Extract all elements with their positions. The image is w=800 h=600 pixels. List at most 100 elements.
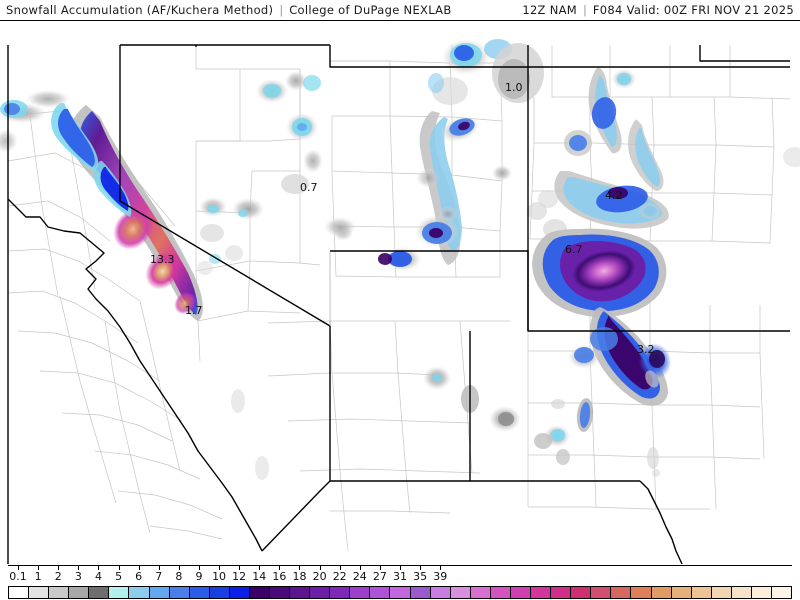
colorbar-swatch-9[interactable] <box>189 587 210 598</box>
colorbar-tick-0 <box>18 565 20 570</box>
colorbar-swatch-22[interactable] <box>450 587 471 598</box>
colorbar-tick-19 <box>400 565 401 570</box>
colorbar-label-16: 22 <box>332 570 347 583</box>
colorbar-swatch-19[interactable] <box>390 587 411 598</box>
colorbar-swatch-5[interactable] <box>109 587 130 598</box>
colorbar-tick-3 <box>78 565 80 570</box>
colorbar-swatch-11[interactable] <box>229 587 250 598</box>
colorbar-tick-16 <box>339 565 341 570</box>
colorbar-label-2: 2 <box>54 570 62 583</box>
map-header: Snowfall Accumulation (AF/Kuchera Method… <box>0 0 800 20</box>
colorbar-tick-9 <box>198 565 200 570</box>
snowfall-shading <box>0 39 800 480</box>
colorbar-swatch-1[interactable] <box>29 587 50 598</box>
colorbar-swatch-4[interactable] <box>89 587 110 598</box>
colorbar-swatch-28[interactable] <box>571 587 592 598</box>
colorbar-swatch-0[interactable] <box>9 587 30 598</box>
map-background <box>0 21 800 566</box>
colorbar-tick-17 <box>359 565 361 570</box>
colorbar-tick-12 <box>259 565 261 570</box>
header-right-group: 12Z NAM | F084 Valid: 00Z FRI NOV 21 202… <box>522 3 794 17</box>
colorbar-label-18: 27 <box>372 570 387 583</box>
colorbar-swatch-8[interactable] <box>169 587 190 598</box>
colorbar-swatch-35[interactable] <box>711 587 732 598</box>
colorbar-swatch-20[interactable] <box>410 587 431 598</box>
colorbar-label-4: 4 <box>94 570 102 583</box>
colorbar-label-21: 39 <box>433 570 448 583</box>
provider-label: College of DuPage NEXLAB <box>289 3 452 17</box>
colorbar-swatch-17[interactable] <box>350 587 371 598</box>
colorbar-label-19: 31 <box>393 570 407 583</box>
colorbar-tick-11 <box>239 565 241 570</box>
colorbar-swatch-16[interactable] <box>330 587 351 598</box>
colorbar[interactable]: 0.1 1 2 3 4 5 6 7 8 9 10 12 14 16 18 20 22 24 27 31 35 39 <box>0 565 800 600</box>
colorbar-label-5: 5 <box>115 570 123 583</box>
colorbar-swatch-14[interactable] <box>290 587 311 598</box>
colorbar-tick-21 <box>440 565 442 570</box>
colorbar-tick-1 <box>38 565 40 570</box>
colorbar-swatch-13[interactable] <box>270 587 291 598</box>
colorbar-tick-14 <box>299 565 301 570</box>
colorbar-swatch-2[interactable] <box>49 587 70 598</box>
colorbar-tick-labels: 0.1 1 2 3 4 5 6 7 8 9 10 12 14 16 18 20 22 24 27 31 35 39 <box>8 570 792 584</box>
colorbar-tick-5 <box>118 565 120 570</box>
colorbar-label-7: 7 <box>155 570 163 583</box>
colorbar-swatch-31[interactable] <box>631 587 652 598</box>
colorbar-swatch-26[interactable] <box>531 587 552 598</box>
colorbar-tick-4 <box>98 565 100 570</box>
colorbar-swatch-37[interactable] <box>751 587 772 598</box>
colorbar-swatch-34[interactable] <box>691 587 712 598</box>
colorbar-ticks <box>8 565 792 570</box>
colorbar-swatch-27[interactable] <box>551 587 572 598</box>
forecast-valid-label: F084 Valid: 00Z FRI NOV 21 2025 <box>592 3 794 17</box>
colorbar-label-6: 6 <box>135 570 143 583</box>
colorbar-tick-7 <box>158 565 160 570</box>
colorbar-swatch-30[interactable] <box>611 587 632 598</box>
map-graphic <box>0 21 800 566</box>
colorbar-label-17: 24 <box>352 570 367 583</box>
colorbar-label-12: 14 <box>252 570 267 583</box>
model-run-label: 12Z NAM <box>522 3 577 17</box>
colorbar-label-10: 10 <box>212 570 227 583</box>
colorbar-swatches[interactable] <box>8 586 792 599</box>
colorbar-tick-10 <box>219 565 221 570</box>
colorbar-swatch-23[interactable] <box>470 587 491 598</box>
colorbar-label-14: 18 <box>292 570 307 583</box>
colorbar-swatch-29[interactable] <box>591 587 612 598</box>
state-boundaries <box>7 44 790 565</box>
colorbar-label-15: 20 <box>312 570 327 583</box>
colorbar-label-0: 0.1 <box>9 570 27 583</box>
colorbar-swatch-24[interactable] <box>490 587 511 598</box>
colorbar-swatch-33[interactable] <box>671 587 692 598</box>
colorbar-swatch-21[interactable] <box>430 587 451 598</box>
colorbar-label-1: 1 <box>34 570 42 583</box>
colorbar-swatch-15[interactable] <box>310 587 331 598</box>
colorbar-label-20: 35 <box>413 570 428 583</box>
colorbar-tick-15 <box>319 565 321 570</box>
colorbar-swatch-3[interactable] <box>69 587 90 598</box>
colorbar-swatch-38[interactable] <box>771 587 792 598</box>
header-separator-2: | <box>583 3 587 17</box>
colorbar-tick-8 <box>178 565 180 570</box>
colorbar-tick-6 <box>138 565 140 570</box>
colorbar-label-8: 8 <box>175 570 183 583</box>
colorbar-tick-18 <box>379 565 381 570</box>
colorbar-label-3: 3 <box>74 570 82 583</box>
colorbar-swatch-25[interactable] <box>510 587 532 598</box>
colorbar-tick-2 <box>58 565 60 570</box>
colorbar-swatch-18[interactable] <box>370 587 391 598</box>
colorbar-swatch-32[interactable] <box>651 587 672 598</box>
colorbar-tick-20 <box>420 565 422 570</box>
colorbar-label-9: 9 <box>195 570 203 583</box>
header-separator-1: | <box>279 3 284 17</box>
colorbar-tick-13 <box>279 565 281 570</box>
colorbar-label-13: 16 <box>272 570 287 583</box>
colorbar-swatch-7[interactable] <box>149 587 170 598</box>
colorbar-swatch-36[interactable] <box>731 587 752 598</box>
product-title: Snowfall Accumulation (AF/Kuchera Method… <box>6 3 274 17</box>
colorbar-swatch-12[interactable] <box>249 587 271 598</box>
map-canvas[interactable]: 0.7 1.0 13.3 1.7 4.2 6.7 3.2 <box>0 20 800 567</box>
colorbar-swatch-10[interactable] <box>209 587 230 598</box>
colorbar-swatch-6[interactable] <box>129 587 150 598</box>
